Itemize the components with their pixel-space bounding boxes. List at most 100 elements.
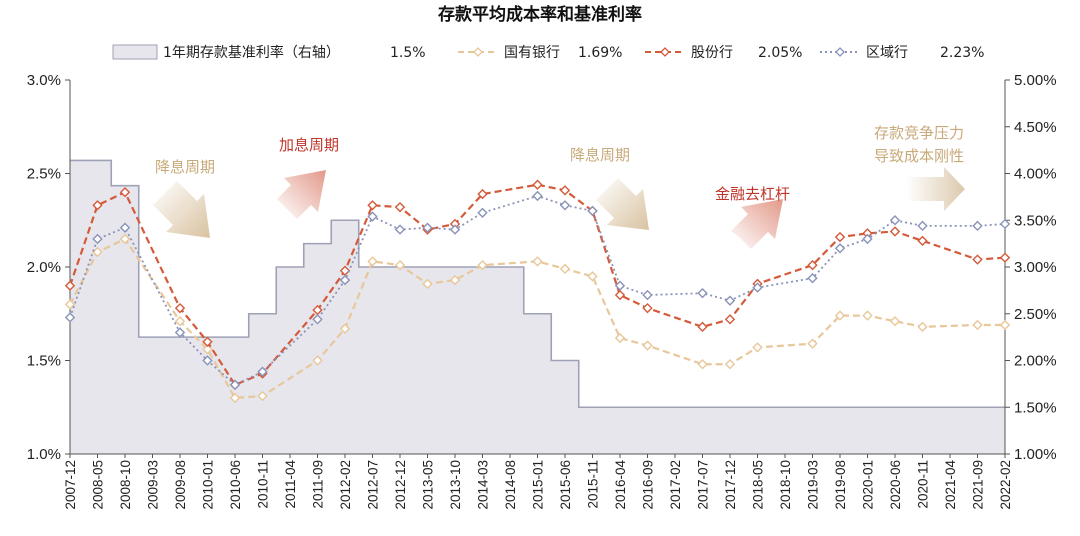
x-tick-label: 2017-02 — [668, 460, 683, 510]
data-point — [64, 299, 76, 310]
left-tick-label: 1.0% — [27, 446, 61, 463]
series-lines — [64, 179, 1011, 404]
legend-label: 1年期存款基准利率（右轴） — [163, 44, 340, 61]
data-point — [642, 289, 653, 301]
data-point — [202, 355, 213, 366]
data-point — [367, 256, 378, 267]
data-point — [64, 280, 76, 291]
data-point — [642, 302, 653, 314]
legend-value: 1.69% — [578, 45, 622, 61]
left-tick-label: 3.0% — [27, 72, 61, 89]
right-tick-label: 1.00% — [1014, 446, 1057, 463]
data-point — [394, 259, 406, 271]
data-point — [862, 310, 873, 321]
right-tick-label: 5.00% — [1014, 72, 1057, 89]
data-point — [449, 274, 461, 286]
data-point — [697, 321, 708, 333]
data-point — [119, 233, 131, 245]
data-point — [174, 316, 186, 327]
data-point — [339, 323, 351, 334]
deposit-rate-area — [70, 159, 1005, 454]
arrow-up-2 — [731, 199, 783, 249]
x-tick-label: 2009-08 — [173, 460, 188, 510]
data-point — [532, 179, 543, 190]
series-line-股份行 — [68, 183, 1006, 387]
x-axis-ticks: 2007-12 2008-05 2008-10 2009-03 2009-08 2010-… — [63, 454, 1013, 510]
x-tick-label: 2017-07 — [696, 460, 711, 510]
data-point — [724, 359, 736, 370]
x-tick-label: 2017-12 — [723, 460, 738, 510]
data-point — [972, 220, 983, 232]
x-tick-label: 2018-10 — [778, 460, 793, 510]
annotation-cut-cycle-1: 降息周期 — [155, 158, 215, 176]
data-point — [559, 185, 571, 196]
data-point — [889, 226, 901, 237]
data-point — [119, 187, 131, 198]
x-tick-label: 2010-01 — [201, 460, 216, 510]
data-point — [367, 200, 378, 211]
data-point — [807, 338, 818, 349]
data-point — [917, 321, 928, 333]
x-tick-label: 2008-05 — [91, 460, 106, 510]
data-point — [257, 366, 268, 377]
data-point — [917, 235, 928, 247]
x-tick-label: 2021-09 — [971, 460, 986, 510]
data-point — [834, 310, 846, 321]
data-point — [477, 207, 488, 218]
legend-value: 2.23% — [940, 45, 984, 61]
right-tick-label: 3.50% — [1014, 212, 1057, 229]
legend-label: 国有银行 — [504, 45, 560, 61]
x-tick-label: 2014-03 — [476, 460, 491, 510]
arrow-down-2 — [596, 178, 649, 230]
data-point — [999, 252, 1011, 263]
right-tick-label: 4.00% — [1014, 166, 1057, 183]
data-point — [834, 243, 846, 254]
x-tick-label: 2021-04 — [943, 460, 958, 510]
data-point — [559, 263, 571, 275]
data-point — [394, 201, 406, 213]
right-tick-label: 1.50% — [1014, 399, 1057, 416]
data-point — [614, 332, 626, 344]
data-point — [532, 190, 543, 202]
x-tick-label: 2019-03 — [806, 460, 821, 510]
data-point — [614, 289, 626, 301]
data-point — [92, 200, 103, 211]
x-tick-label: 2020-06 — [888, 460, 903, 510]
annotation-competition-1: 存款竞争压力 — [874, 124, 964, 142]
data-point — [972, 254, 983, 265]
x-tick-label: 2011-04 — [283, 460, 298, 509]
data-point — [532, 256, 543, 267]
x-tick-label: 2009-03 — [146, 460, 161, 510]
data-point — [752, 342, 763, 353]
annotations: 降息周期 加息周期 降息周期 金融去杠杆 存款竞争压力 导致成本刚性 — [155, 124, 964, 203]
left-tick-label: 2.5% — [27, 166, 61, 183]
x-tick-label: 2010-06 — [228, 460, 243, 510]
x-tick-label: 2020-11 — [916, 460, 931, 509]
x-tick-label: 2011-09 — [311, 460, 326, 509]
data-point — [752, 282, 763, 293]
x-tick-label: 2016-09 — [641, 460, 656, 510]
legend-value: 1.5% — [390, 45, 426, 61]
data-point — [202, 344, 213, 355]
data-point — [642, 340, 653, 351]
data-point — [312, 314, 323, 325]
data-point — [119, 222, 131, 233]
data-point — [587, 271, 598, 282]
data-point — [862, 233, 873, 245]
data-point — [92, 233, 103, 245]
right-axis-ticks: 1.00% 1.50% 2.00% 2.50% 3.00% 3.50% 4.00% 4.50%… — [1005, 72, 1057, 463]
annotation-hike-cycle: 加息周期 — [279, 136, 339, 154]
data-point — [724, 314, 736, 325]
x-tick-label: 2016-04 — [613, 460, 628, 510]
data-point — [367, 211, 378, 222]
data-point — [807, 259, 818, 271]
data-point — [339, 274, 351, 286]
left-axis-ticks: 1.0% 1.5% 2.0% 2.5% 3.0% — [27, 72, 70, 463]
data-point — [917, 220, 928, 232]
legend-value: 2.05% — [758, 45, 802, 61]
legend-marker — [835, 47, 845, 57]
x-tick-label: 2018-05 — [751, 460, 766, 510]
data-point — [614, 280, 626, 291]
legend-swatch-area — [112, 44, 158, 60]
